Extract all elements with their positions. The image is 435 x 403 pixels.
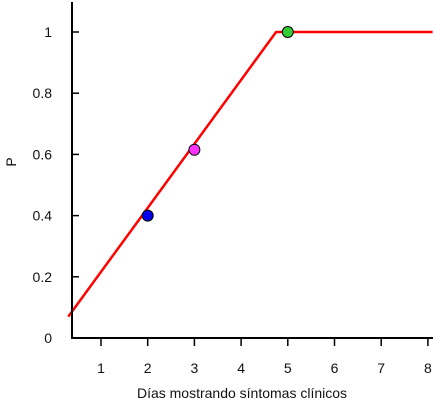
x-tick-label-8: 8 bbox=[424, 360, 432, 376]
series-line-1 bbox=[67, 30, 433, 318]
x-tick-label-5: 5 bbox=[284, 360, 292, 376]
data-point-1 bbox=[141, 209, 154, 222]
y-tick-label-0: 0 bbox=[44, 330, 52, 346]
axes bbox=[71, 2, 433, 339]
x-tick-label-1: 1 bbox=[97, 360, 105, 376]
y-tick-label-3: 0.6 bbox=[33, 146, 53, 162]
y-tick-label-2: 0.4 bbox=[33, 208, 53, 224]
x-tick-label-2: 2 bbox=[144, 360, 152, 376]
y-axis-title: P bbox=[3, 157, 19, 166]
x-tick-label-7: 7 bbox=[377, 360, 385, 376]
x-tick-label-3: 3 bbox=[191, 360, 199, 376]
y-tick-label-1: 0.2 bbox=[33, 269, 53, 285]
data-lines bbox=[67, 30, 433, 318]
x-tick-label-4: 4 bbox=[237, 360, 245, 376]
x-axis-title: Días mostrando síntomas clínicos bbox=[137, 385, 347, 401]
y-tick-label-4: 0.8 bbox=[33, 85, 53, 101]
y-tick-label-5: 1 bbox=[44, 24, 52, 40]
x-tick-label-6: 6 bbox=[331, 360, 339, 376]
data-markers bbox=[141, 26, 294, 222]
ticks: 1 2 3 4 5 6 7 8 0 0.2 0.4 0.6 0.8 1 bbox=[33, 24, 432, 376]
data-point-2 bbox=[188, 143, 201, 156]
data-point-3 bbox=[281, 26, 294, 38]
